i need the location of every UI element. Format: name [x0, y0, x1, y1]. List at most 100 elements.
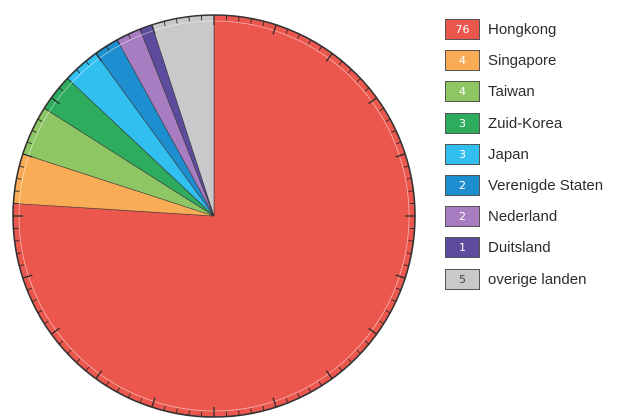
- rim-tick: [31, 130, 37, 133]
- legend-item: 3 Zuid-Korea: [445, 108, 603, 139]
- rim-tick: [22, 274, 33, 279]
- rim-tick: [297, 393, 300, 399]
- rim-tick: [163, 405, 166, 411]
- rim-tick: [391, 130, 397, 133]
- legend-value: 2: [459, 210, 466, 224]
- rim-tick: [238, 16, 240, 22]
- rim-tick: [272, 24, 277, 35]
- rim-tick: [385, 310, 391, 314]
- rim-tick: [37, 118, 43, 122]
- rim-tick: [76, 69, 81, 74]
- rim-tick: [379, 107, 384, 112]
- rim-tick: [364, 87, 370, 92]
- rim-tick: [403, 165, 409, 168]
- legend-label: Hongkong: [488, 21, 557, 39]
- legend-item: 5 overige landen: [445, 264, 603, 295]
- legend-value: 3: [459, 116, 466, 130]
- rim-ticks: [13, 15, 415, 417]
- rim-tick: [262, 21, 265, 27]
- rim-tick: [408, 240, 414, 242]
- rim-tick: [285, 398, 289, 404]
- rim-tick: [116, 39, 120, 45]
- legend-label: overige landen: [488, 270, 587, 288]
- rim-tick: [368, 97, 377, 105]
- rim-tick: [403, 264, 409, 267]
- rim-tick: [325, 53, 333, 62]
- rim-tick: [139, 28, 143, 34]
- rim-tick: [297, 33, 300, 39]
- rim-tick: [385, 118, 391, 122]
- legend-value: 4: [459, 85, 466, 99]
- legend-swatch: 2: [445, 206, 480, 228]
- rim-tick: [379, 320, 384, 325]
- rim-tick: [151, 397, 156, 408]
- rim-tick: [14, 190, 20, 192]
- legend-item: 76 Hongkong: [445, 14, 603, 45]
- rim-tick: [396, 141, 402, 145]
- legend-swatch: 4: [445, 81, 480, 103]
- rim-tick: [116, 387, 120, 393]
- rim-tick: [272, 397, 277, 408]
- rim-tick: [318, 381, 323, 386]
- rim-tick: [163, 21, 166, 27]
- legend-swatch: 3: [445, 143, 480, 165]
- legend-value: 76: [455, 23, 470, 37]
- rim-tick: [175, 18, 178, 24]
- legend-value: 5: [459, 272, 466, 286]
- rim-tick: [175, 408, 178, 414]
- rim-tick: [44, 107, 49, 112]
- rim-tick: [318, 46, 323, 51]
- rim-tick: [151, 24, 156, 35]
- rim-tick: [95, 370, 103, 379]
- rim-tick: [58, 340, 64, 345]
- legend-item: 3 Japan: [445, 139, 603, 170]
- rim-tick: [395, 153, 406, 158]
- rim-tick: [26, 287, 32, 291]
- rim-tick: [338, 60, 343, 66]
- legend-swatch: 2: [445, 175, 480, 197]
- rim-tick: [396, 287, 402, 291]
- rim-tick: [347, 358, 352, 363]
- rim-tick: [250, 408, 253, 414]
- rim-tick: [51, 97, 60, 105]
- legend-label: Singapore: [488, 52, 557, 70]
- legend: 76 Hongkong 4 Singapore 4 Taiwan 3 Zuid-Korea 3 J…: [445, 14, 603, 295]
- rim-tick: [364, 340, 370, 345]
- rim-tick: [22, 153, 33, 158]
- rim-tick: [16, 252, 22, 255]
- rim-tick: [128, 393, 131, 399]
- legend-label: Nederland: [488, 208, 558, 226]
- legend-swatch: 1: [445, 237, 480, 259]
- rim-tick: [338, 366, 343, 372]
- rim-tick: [285, 28, 289, 34]
- legend-swatch: 3: [445, 112, 480, 134]
- rim-tick: [95, 53, 103, 62]
- legend-value: 1: [459, 241, 466, 255]
- rim-tick: [188, 410, 190, 416]
- rim-tick: [325, 370, 333, 379]
- rim-tick: [19, 264, 25, 267]
- rim-tick: [356, 78, 361, 83]
- legend-label: Duitsland: [488, 239, 551, 257]
- rim-tick: [37, 310, 43, 314]
- rim-tick: [368, 327, 377, 335]
- rim-tick: [406, 252, 412, 255]
- rim-tick: [250, 18, 253, 24]
- rim-tick: [391, 299, 397, 302]
- rim-tick: [51, 327, 60, 335]
- rim-tick: [262, 405, 265, 411]
- legend-swatch: 4: [445, 50, 480, 72]
- rim-tick: [347, 69, 352, 74]
- pie-slices: [12, 14, 416, 418]
- legend-item: 1 Duitsland: [445, 232, 603, 263]
- rim-tick: [105, 381, 110, 386]
- rim-tick: [31, 299, 37, 302]
- legend-value: 4: [459, 54, 466, 68]
- rim-tick: [16, 177, 22, 180]
- rim-tick: [85, 60, 90, 66]
- legend-item: 2 Nederland: [445, 201, 603, 232]
- legend-label: Verenigde Staten: [488, 177, 604, 195]
- rim-tick: [67, 349, 72, 354]
- rim-tick: [14, 240, 20, 242]
- rim-tick: [238, 410, 240, 416]
